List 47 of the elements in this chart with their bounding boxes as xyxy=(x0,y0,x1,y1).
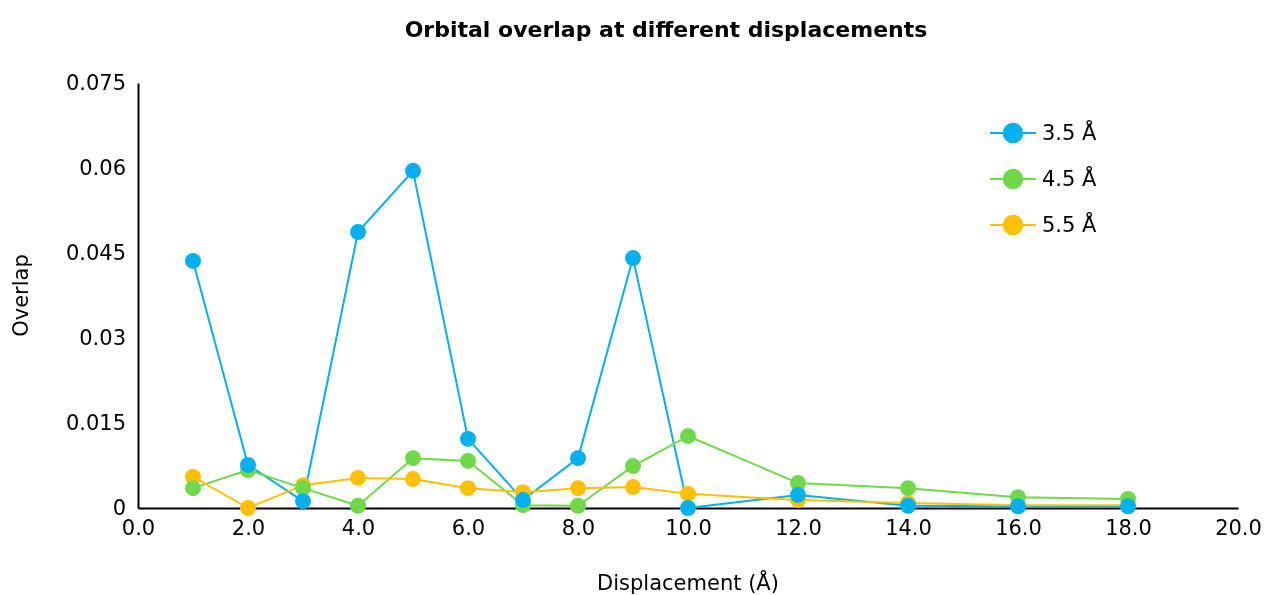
x-tick-label: 8.0 xyxy=(561,515,596,540)
point xyxy=(295,493,311,510)
x-tick-label: 6.0 xyxy=(451,515,486,540)
point xyxy=(570,480,586,497)
point xyxy=(405,471,421,488)
x-tick-label: 10.0 xyxy=(665,515,712,540)
legend-label: 4.5 Å xyxy=(1042,165,1098,191)
x-tick-label: 20.0 xyxy=(1215,515,1262,540)
point xyxy=(625,458,641,475)
point xyxy=(625,479,641,495)
y-tick-label: 0.015 xyxy=(65,411,126,436)
point xyxy=(350,224,366,240)
point xyxy=(515,492,531,509)
x-tick-label: 18.0 xyxy=(1105,515,1152,540)
point xyxy=(240,456,256,473)
point xyxy=(460,453,476,469)
y-tick-label: 0.075 xyxy=(65,71,126,96)
y-axis-title: Overlap xyxy=(9,254,33,337)
point xyxy=(405,162,421,179)
chart-title: Orbital overlap at different displacements xyxy=(404,17,928,42)
point xyxy=(185,252,201,269)
point xyxy=(185,480,201,497)
legend-label: 3.5 Å xyxy=(1042,119,1098,145)
y-tick-label: 0.045 xyxy=(65,241,126,266)
point xyxy=(680,485,696,502)
point xyxy=(680,428,696,444)
legend-label: 5.5 Å xyxy=(1042,211,1098,237)
point xyxy=(570,450,586,467)
x-tick-label: 14.0 xyxy=(885,515,932,540)
point xyxy=(460,430,476,447)
x-axis-title: Displacement (Å) xyxy=(597,569,779,595)
point xyxy=(570,497,586,514)
point xyxy=(625,250,641,267)
x-tick-label: 2.0 xyxy=(231,515,266,540)
point xyxy=(405,450,421,467)
x-tick-label: 16.0 xyxy=(995,515,1042,540)
y-tick-label: 0.06 xyxy=(79,156,126,181)
point xyxy=(350,497,366,514)
y-tick-label: 0.03 xyxy=(79,326,126,351)
x-tick-label: 12.0 xyxy=(775,515,822,540)
point xyxy=(680,500,696,516)
point xyxy=(240,500,256,516)
point xyxy=(900,480,916,497)
point xyxy=(460,480,476,497)
x-tick-label: 4.0 xyxy=(341,515,376,540)
point xyxy=(790,487,806,503)
point xyxy=(350,470,366,486)
